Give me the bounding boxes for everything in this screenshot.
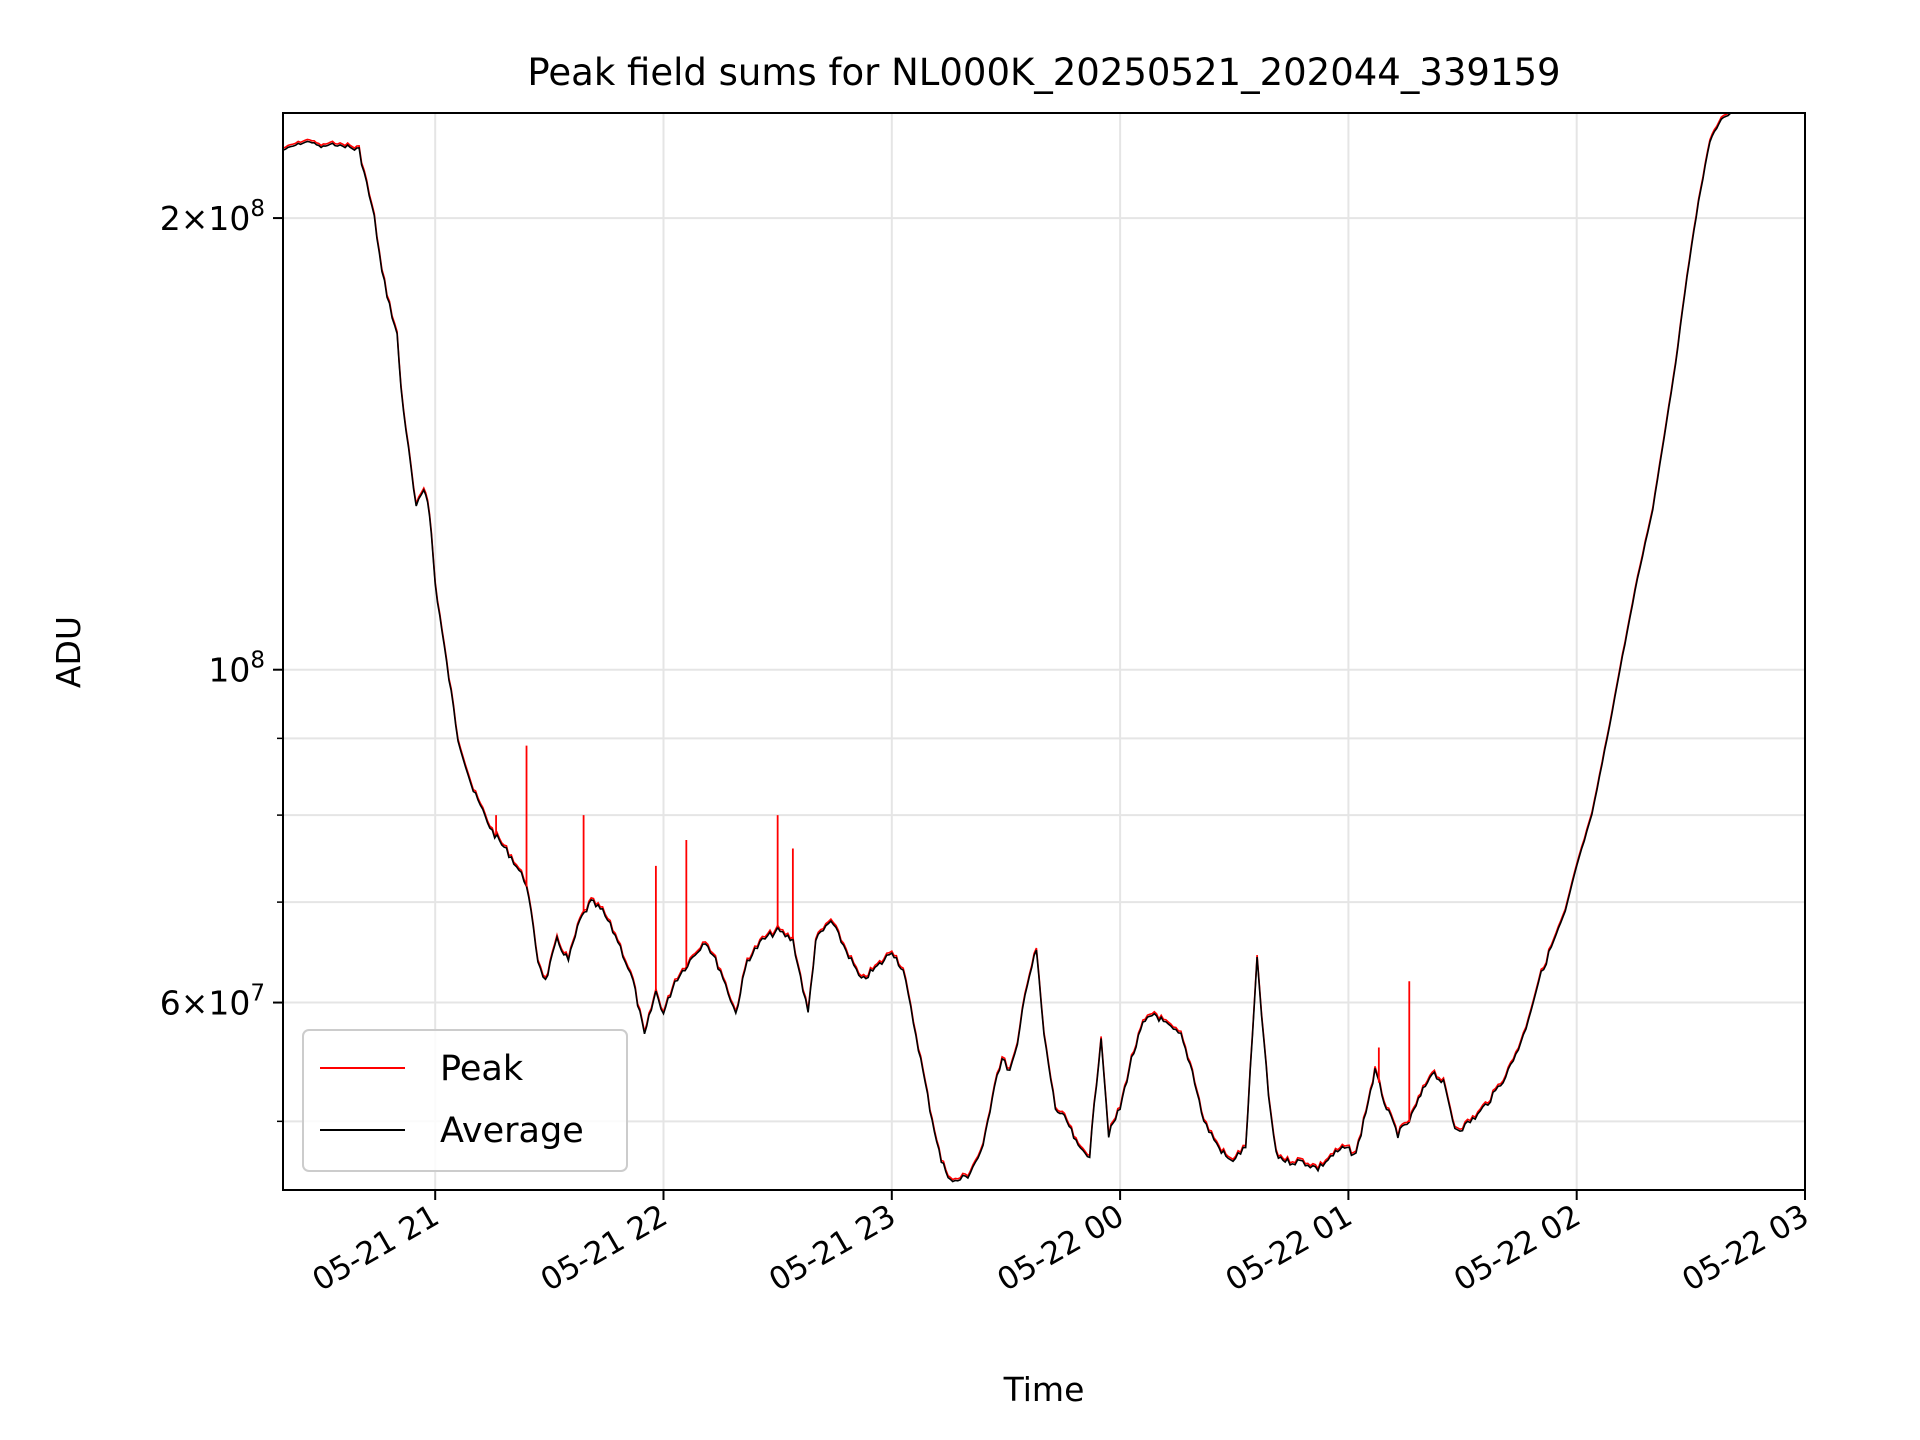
x-axis-label: Time	[1003, 1370, 1085, 1409]
legend: Peak Average	[302, 1029, 628, 1172]
y-tick-label: 6×107	[160, 981, 265, 1023]
y-tick-label: 108	[208, 648, 265, 690]
series-average-line	[282, 112, 1733, 1183]
plot-frame	[282, 112, 1806, 1191]
legend-box	[302, 1029, 628, 1172]
chart-title: Peak field sums for NL000K_20250521_2020…	[527, 51, 1560, 94]
plot-lines	[282, 112, 1733, 1183]
grid	[283, 113, 1805, 1190]
y-axis-label: ADU	[49, 616, 88, 688]
y-tick-label: 2×108	[160, 196, 265, 238]
legend-label-peak: Peak	[440, 1049, 524, 1089]
legend-label-average: Average	[440, 1111, 584, 1151]
